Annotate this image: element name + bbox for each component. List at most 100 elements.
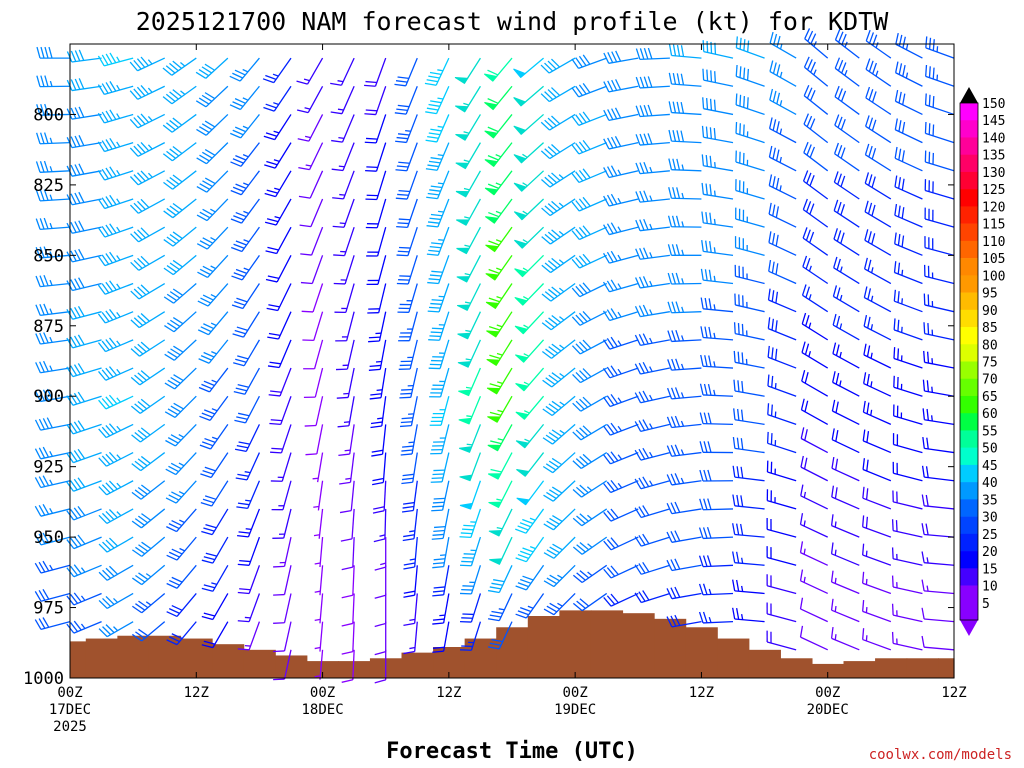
wind-barb (166, 536, 197, 561)
wind-barb (513, 198, 545, 221)
wind-barb (513, 85, 544, 107)
wind-barb (634, 333, 670, 346)
wind-barb (264, 198, 292, 226)
wind-barb (341, 621, 355, 655)
wind-barb (603, 135, 639, 150)
wind-barb (131, 564, 166, 586)
wind-barb (602, 336, 639, 350)
terrain-bar (875, 658, 908, 678)
wind-barb (200, 480, 229, 507)
colorbar-label: 130 (982, 166, 1005, 181)
wind-barb (394, 86, 418, 115)
y-tick-label: 825 (33, 176, 64, 196)
wind-barb (541, 254, 576, 274)
terrain-bar (811, 663, 845, 678)
colorbar-label: 35 (982, 493, 998, 508)
wind-barb (35, 332, 71, 345)
wind-barb (162, 57, 197, 76)
wind-barb (296, 57, 324, 85)
wind-barb (921, 494, 955, 510)
wind-barb (768, 117, 797, 144)
wind-barb (456, 198, 481, 226)
wind-barb (572, 395, 608, 412)
wind-barb (865, 115, 892, 144)
wind-barb (201, 564, 229, 592)
wind-barb (571, 168, 607, 184)
wind-barb (485, 198, 513, 224)
wind-barb (35, 217, 71, 231)
wind-barb (196, 170, 229, 193)
wind-barb (35, 303, 71, 316)
wind-barb (199, 395, 229, 422)
colorbar-label: 40 (982, 476, 998, 491)
wind-barb (698, 583, 734, 596)
wind-barb (97, 137, 134, 153)
colorbar-swatch (960, 309, 978, 328)
terrain-bar (275, 655, 308, 678)
colorbar-label: 55 (982, 424, 998, 439)
wind-barb (229, 57, 260, 82)
wind-barb (370, 396, 387, 429)
wind-barb (129, 56, 165, 72)
wind-barb (540, 57, 576, 74)
wind-barb (165, 452, 197, 476)
wind-barb (333, 226, 355, 257)
colorbar-label: 145 (982, 114, 1005, 129)
wind-barb (699, 469, 734, 482)
wind-barb (766, 460, 797, 482)
wind-barb (893, 375, 923, 397)
y-tick-label: 975 (33, 599, 64, 619)
wind-barb (302, 311, 324, 342)
wind-barb (766, 574, 797, 595)
colorbar-swatch (960, 516, 978, 535)
colorbar-swatch (960, 482, 978, 500)
colorbar-label: 15 (982, 562, 998, 577)
wind-barb (514, 311, 545, 335)
colorbar-swatch (960, 206, 978, 224)
wind-barb (572, 508, 608, 527)
wind-barb (34, 446, 71, 460)
wind-barb (831, 485, 860, 510)
wind-barb (923, 322, 955, 341)
wind-barb (603, 193, 639, 207)
terrain-bar (70, 641, 87, 678)
wind-barb (130, 198, 166, 214)
terrain-bar (117, 635, 150, 678)
wind-barb (338, 424, 355, 457)
wind-barb (396, 226, 418, 257)
wind-barb (540, 85, 576, 103)
wind-barb (513, 113, 545, 136)
wind-barb (368, 339, 387, 371)
wind-barb (921, 579, 955, 595)
wind-barb (894, 89, 923, 116)
wind-barb (296, 85, 324, 114)
wind-barb (666, 586, 702, 600)
wind-barb (768, 145, 797, 172)
wind-barb (264, 170, 292, 198)
wind-barb (834, 29, 860, 59)
wind-barb (36, 103, 71, 116)
colorbar-swatch (960, 154, 978, 173)
colorbar-label: 80 (982, 338, 998, 353)
wind-barb (803, 85, 829, 115)
wind-barb (34, 588, 71, 602)
wind-barb (197, 283, 229, 307)
y-tick-label: 850 (33, 246, 64, 266)
terrain-bar (780, 658, 813, 678)
colorbar-label: 135 (982, 149, 1005, 164)
wind-barb (484, 85, 513, 111)
wind-barb (635, 76, 670, 89)
wind-barb (830, 514, 860, 538)
wind-barb (891, 575, 923, 595)
wind-barb (862, 429, 892, 454)
wind-barb (735, 150, 765, 172)
wind-barb (430, 452, 450, 483)
wind-barb (66, 305, 102, 320)
wind-barb (514, 226, 545, 249)
wind-barb (432, 593, 450, 625)
wind-barb (667, 329, 702, 343)
wind-barb (66, 78, 102, 92)
wind-barb (130, 226, 166, 243)
wind-barb (130, 339, 166, 357)
wind-barb (734, 293, 765, 313)
